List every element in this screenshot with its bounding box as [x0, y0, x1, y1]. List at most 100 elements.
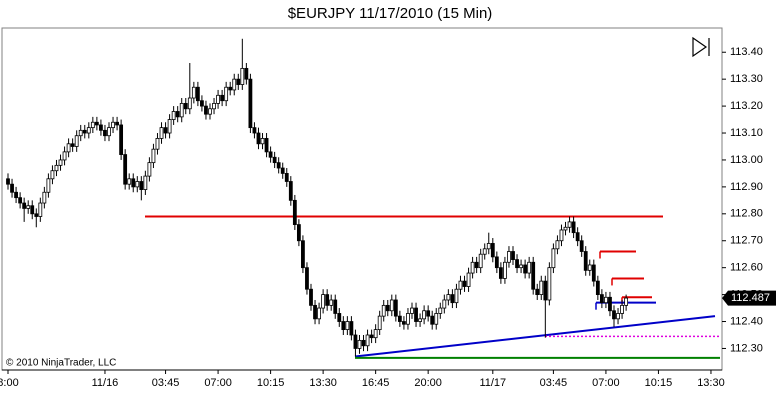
candle-body — [62, 151, 67, 161]
candle-body — [321, 294, 326, 309]
x-tick-label: 8:00 — [0, 377, 19, 389]
candle-body — [470, 261, 475, 274]
candle-body — [167, 119, 172, 134]
candles — [6, 38, 629, 357]
x-tick-label: 07:00 — [592, 377, 620, 389]
candle-body — [353, 334, 358, 349]
candle-body — [341, 321, 346, 331]
candle-body — [325, 294, 330, 306]
candle-body — [212, 103, 216, 110]
copyright: © 2010 NinjaTrader, LLC — [6, 358, 116, 369]
candle-body — [135, 181, 140, 188]
candle-body — [527, 261, 532, 274]
chart-title: $EURJPY 11/17/2010 (15 Min) — [288, 5, 493, 22]
play-icon[interactable] — [692, 36, 708, 58]
candle-body — [563, 226, 568, 231]
candle-body — [442, 299, 447, 309]
candle-body — [139, 181, 144, 190]
candle-body — [608, 296, 612, 312]
candle-body — [462, 280, 467, 287]
x-tick-label: 20:00 — [414, 377, 442, 389]
candle-body — [389, 299, 394, 312]
y-tick-label: 113.40 — [730, 46, 763, 58]
candle-body — [82, 129, 87, 134]
candle-body — [228, 86, 233, 91]
candle-body — [381, 304, 386, 317]
candle-body — [78, 129, 83, 137]
candle-body — [599, 294, 604, 304]
candle-body — [551, 248, 556, 269]
candle-body — [216, 94, 220, 104]
candle-body — [402, 321, 406, 325]
candle-body — [357, 339, 362, 349]
candle-body — [482, 248, 487, 255]
candle-body — [151, 148, 156, 164]
candle-body — [523, 264, 528, 274]
candle-body — [276, 162, 281, 169]
candle-body — [446, 294, 451, 301]
candle-body — [90, 121, 95, 129]
x-tick-label: 11/17 — [479, 377, 506, 389]
candle-body — [74, 135, 79, 147]
candle-body — [422, 310, 427, 320]
candle-body — [430, 315, 435, 325]
candle-body — [46, 178, 51, 193]
y-tick-label: 113.30 — [730, 73, 763, 85]
candle-body — [224, 86, 229, 102]
y-tick-label: 112.30 — [730, 342, 763, 354]
y-tick-label: 112.80 — [730, 208, 763, 220]
candle-body — [147, 162, 152, 177]
candle-body — [503, 261, 507, 279]
candle-body — [296, 224, 301, 242]
candle-body — [179, 103, 184, 118]
candle-body — [313, 304, 317, 320]
candle-body — [183, 103, 188, 110]
candle-body — [18, 197, 23, 204]
candle-body — [34, 213, 39, 217]
candle-body — [159, 127, 164, 139]
candle-body — [361, 339, 366, 347]
candle-body — [220, 94, 225, 102]
badge-shape — [722, 290, 776, 306]
candle-body — [333, 299, 338, 314]
candle-body — [248, 78, 253, 129]
candle-body — [103, 129, 107, 137]
candle-body — [555, 240, 560, 250]
candle-body — [349, 321, 354, 336]
candle-body — [474, 261, 479, 269]
candle-body — [539, 280, 544, 295]
candle-body — [268, 151, 273, 158]
x-tick-label: 03:45 — [152, 377, 180, 389]
scroll-end-icon[interactable] — [692, 36, 710, 58]
candle-body — [204, 105, 208, 115]
x-tick-label: 11/16 — [92, 377, 119, 389]
candle-body — [50, 170, 55, 180]
candle-body — [587, 264, 592, 271]
candle-body — [519, 264, 523, 269]
candle-body — [547, 267, 552, 301]
x-tick-label: 10:15 — [645, 377, 673, 389]
candle-body — [119, 124, 124, 155]
candle-body — [14, 191, 18, 199]
candle-body — [337, 313, 342, 322]
candle-body — [604, 296, 608, 304]
candle-body — [418, 318, 422, 322]
candle-body — [123, 154, 128, 185]
candle-body — [377, 315, 382, 331]
y-tick-label: 112.60 — [730, 262, 763, 274]
candle-body — [571, 221, 576, 234]
candle-body — [107, 127, 111, 137]
candle-body — [369, 334, 374, 339]
candle-body — [583, 251, 588, 271]
candle-body — [200, 100, 204, 107]
candle-body — [191, 86, 196, 99]
last-price-badge: 112.487 — [722, 290, 776, 306]
candle-body — [345, 321, 350, 331]
candle-body — [163, 127, 168, 134]
candle-body — [406, 313, 410, 325]
candle-body — [490, 243, 495, 258]
candle-body — [244, 67, 249, 80]
candle-body — [6, 178, 10, 185]
candle-body — [616, 313, 620, 320]
candle-body — [232, 78, 237, 91]
